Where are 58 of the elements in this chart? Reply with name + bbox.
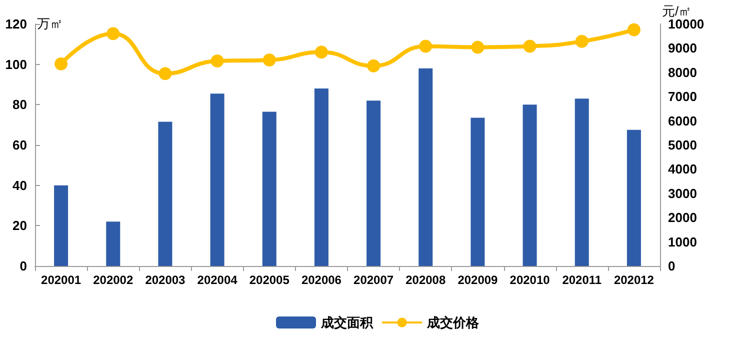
point xyxy=(523,40,536,53)
y2-axis-title: 元/㎡ xyxy=(662,4,692,19)
legend-label: 成交面积 xyxy=(320,315,374,330)
y-tick-label: 100 xyxy=(5,56,27,72)
y2-tick-label: 1000 xyxy=(668,234,697,250)
y2-tick-label: 5000 xyxy=(668,138,697,152)
point xyxy=(54,57,68,70)
bar xyxy=(262,112,276,266)
y-tick-label: 80 xyxy=(12,97,27,112)
y2-tick-label: 4000 xyxy=(668,162,697,177)
y2-tick-label: 6000 xyxy=(668,113,697,128)
legend-label: 成交价格 xyxy=(426,315,480,330)
x-tick-label: 202001 xyxy=(41,273,82,287)
x-tick-label: 202008 xyxy=(406,273,446,287)
bar xyxy=(158,122,172,266)
y-tick-label: 60 xyxy=(12,138,27,152)
point xyxy=(158,67,172,80)
bar xyxy=(314,88,328,266)
x-tick-label: 202006 xyxy=(301,273,342,287)
point xyxy=(314,46,328,59)
y2-tick-label: 0 xyxy=(668,258,676,274)
y2-tick-label: 10000 xyxy=(668,16,704,32)
bar xyxy=(54,185,68,266)
y-tick-label: 120 xyxy=(5,16,27,32)
bar xyxy=(470,118,485,266)
y-tick-label: 20 xyxy=(12,218,27,234)
point xyxy=(627,23,640,36)
point xyxy=(262,54,276,67)
y2-tick-label: 8000 xyxy=(668,64,697,80)
y2-tick-label: 3000 xyxy=(668,186,697,201)
bar xyxy=(574,98,589,266)
y2-tick-label: 9000 xyxy=(668,40,697,56)
y-axis-title: 万㎡ xyxy=(37,16,63,31)
point xyxy=(575,34,588,48)
x-tick-label: 202011 xyxy=(562,273,602,287)
point xyxy=(210,54,224,68)
bar xyxy=(106,222,120,266)
point xyxy=(367,59,380,72)
point xyxy=(419,40,432,53)
y2-tick-label: 7000 xyxy=(668,89,697,104)
bar xyxy=(366,100,381,266)
x-tick-label: 202007 xyxy=(354,273,394,287)
y2-tick-label: 2000 xyxy=(668,210,697,226)
bar xyxy=(626,130,641,266)
x-tick-label: 202005 xyxy=(249,273,290,287)
y-tick-label: 40 xyxy=(12,178,27,193)
x-tick-label: 202009 xyxy=(458,273,498,287)
x-tick-label: 202003 xyxy=(145,273,186,287)
bar xyxy=(210,94,224,266)
bar xyxy=(522,104,537,266)
point xyxy=(471,40,484,54)
x-tick-label: 202004 xyxy=(197,273,238,287)
point xyxy=(106,27,120,40)
x-tick-label: 202012 xyxy=(614,273,654,287)
x-tick-label: 202002 xyxy=(93,273,134,287)
bar xyxy=(418,68,433,266)
x-tick-label: 202010 xyxy=(510,273,550,287)
y-tick-label: 0 xyxy=(20,258,27,274)
